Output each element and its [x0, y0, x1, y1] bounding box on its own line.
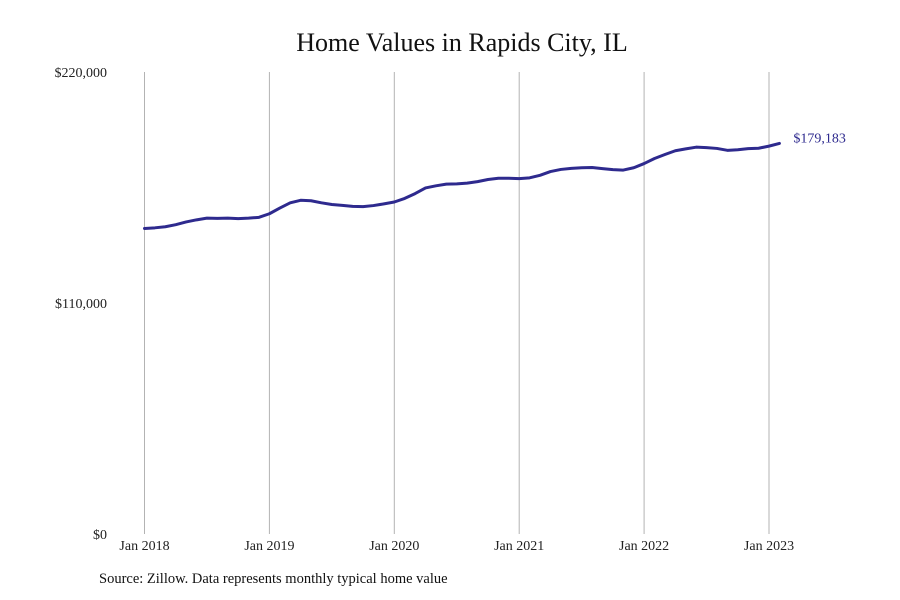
x-tick-label: Jan 2022: [619, 539, 669, 554]
x-tick-label: Jan 2023: [744, 539, 794, 554]
x-tick-label: Jan 2019: [244, 539, 294, 554]
x-axis-ticks: Jan 2018 Jan 2019 Jan 2020 Jan 2021 Jan 2022…: [119, 539, 794, 554]
x-tick-label: Jan 2020: [369, 539, 419, 554]
x-tick-label: Jan 2018: [119, 539, 169, 554]
y-axis-ticks: $0 $110,000 $220,000: [55, 66, 108, 543]
series-layer: [143, 141, 781, 230]
series-line-0: [143, 141, 781, 230]
x-tick-label: Jan 2021: [494, 539, 544, 554]
end-value-label: $179,183: [793, 131, 846, 146]
y-tick-label: $0: [93, 528, 107, 543]
source-note: Source: Zillow. Data represents monthly …: [99, 571, 448, 587]
gridlines: [144, 72, 770, 534]
y-tick-label: $110,000: [55, 297, 107, 312]
y-tick-label: $220,000: [55, 66, 108, 81]
chart-title: Home Values in Rapids City, IL: [296, 28, 627, 57]
